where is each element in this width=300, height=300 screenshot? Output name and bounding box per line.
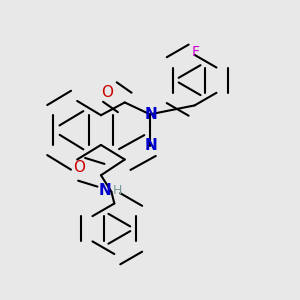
Text: O: O [73, 160, 85, 175]
Text: H: H [113, 184, 122, 196]
Text: O: O [101, 85, 113, 100]
Text: N: N [99, 183, 111, 198]
Text: N: N [145, 107, 158, 122]
Text: N: N [145, 138, 158, 153]
Text: F: F [192, 45, 200, 59]
